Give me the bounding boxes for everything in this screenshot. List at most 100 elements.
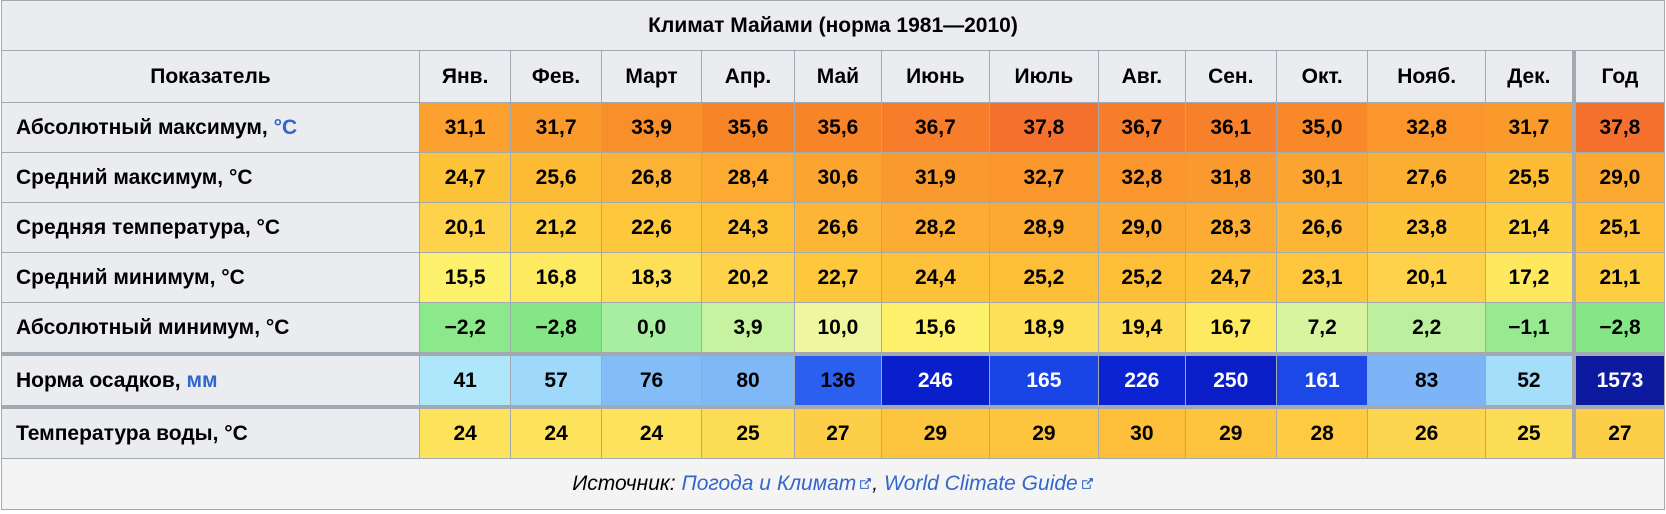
data-cell: 24,7: [418, 152, 512, 203]
data-cell: 80: [701, 353, 795, 409]
data-cell: 28,2: [881, 202, 990, 253]
row-label: Температура воды, °C: [1, 406, 420, 459]
data-cell: 31,7: [1484, 102, 1575, 153]
data-cell: 28,3: [1184, 202, 1277, 253]
source-link[interactable]: World Climate Guide: [884, 472, 1094, 495]
source-label: Источник:: [572, 472, 676, 495]
column-header: Март: [600, 50, 703, 103]
data-row: Абсолютный минимум, °C −2,2 −2,8 0,0 3,9 10,0…: [1, 302, 1665, 356]
data-cell: 41: [418, 353, 512, 409]
data-cell: 31,8: [1184, 152, 1277, 203]
data-cell: 27: [1571, 406, 1665, 459]
data-cell: 23,1: [1275, 252, 1369, 303]
data-cell: 0,0: [600, 302, 703, 356]
data-cell: 22,7: [793, 252, 883, 303]
data-cell: −2,8: [1571, 302, 1665, 356]
data-cell: 24: [418, 406, 512, 459]
data-cell: 250: [1184, 353, 1277, 409]
source-link[interactable]: Погода и Климат: [681, 472, 872, 495]
column-header: Сен.: [1184, 50, 1277, 103]
data-cell: 16,8: [510, 252, 602, 303]
data-cell: 3,9: [701, 302, 795, 356]
unit-link[interactable]: °C: [273, 115, 298, 139]
data-cell: 21,4: [1484, 202, 1575, 253]
data-cell: 24,7: [1184, 252, 1277, 303]
data-cell: 24: [600, 406, 703, 459]
data-cell: 27,6: [1367, 152, 1486, 203]
data-cell: 7,2: [1275, 302, 1369, 356]
data-cell: 165: [988, 353, 1100, 409]
data-cell: 37,8: [1571, 102, 1665, 153]
row-label: Норма осадков, мм: [1, 353, 420, 409]
data-cell: 25,2: [1098, 252, 1186, 303]
column-header: Апр.: [701, 50, 795, 103]
data-cell: 15,5: [418, 252, 512, 303]
data-cell: 20,1: [1367, 252, 1486, 303]
data-cell: 24,3: [701, 202, 795, 253]
data-cell: 30,1: [1275, 152, 1369, 203]
data-cell: 25,1: [1571, 202, 1665, 253]
data-row: Средний минимум, °C 15,5 16,8 18,3 20,2 22,7 2…: [1, 252, 1665, 303]
column-header: Окт.: [1275, 50, 1369, 103]
data-cell: 25,2: [988, 252, 1100, 303]
data-cell: 28,4: [701, 152, 795, 203]
row-label-text: Абсолютный минимум, °C: [16, 315, 290, 339]
data-row: Средний максимум, °C 24,7 25,6 26,8 28,4 30,6…: [1, 152, 1665, 203]
data-cell: 27: [793, 406, 883, 459]
data-cell: 18,9: [988, 302, 1100, 356]
data-cell: 28,9: [988, 202, 1100, 253]
data-cell: 23,8: [1367, 202, 1486, 253]
table-body: Абсолютный максимум, °C 31,1 31,7 33,9 35,6 3…: [1, 102, 1665, 459]
data-cell: 136: [793, 353, 883, 409]
unit-link[interactable]: мм: [186, 368, 218, 392]
data-cell: 2,2: [1367, 302, 1486, 356]
data-row: Норма осадков, мм 41 57 76 80 136 246 165 226 250…: [1, 353, 1665, 409]
data-cell: 36,1: [1184, 102, 1277, 153]
data-cell: 35,6: [793, 102, 883, 153]
data-cell: 29,0: [1571, 152, 1665, 203]
data-cell: 21,1: [1571, 252, 1665, 303]
data-row: Средняя температура, °C 20,1 21,2 22,6 24,3 2…: [1, 202, 1665, 253]
row-label-text: Температура воды, °C: [16, 421, 248, 445]
data-cell: 20,2: [701, 252, 795, 303]
data-cell: 10,0: [793, 302, 883, 356]
column-header: Янв.: [418, 50, 512, 103]
data-cell: 1573: [1571, 353, 1665, 409]
row-label: Абсолютный минимум, °C: [1, 302, 420, 356]
data-row: Абсолютный максимум, °C 31,1 31,7 33,9 35,6 3…: [1, 102, 1665, 153]
data-cell: 18,3: [600, 252, 703, 303]
data-cell: 29: [881, 406, 990, 459]
data-cell: 31,1: [418, 102, 512, 153]
data-cell: 25: [1484, 406, 1575, 459]
data-cell: 36,7: [1098, 102, 1186, 153]
data-cell: 20,1: [418, 202, 512, 253]
row-label: Средний максимум, °C: [1, 152, 420, 203]
data-cell: 30,6: [793, 152, 883, 203]
data-cell: 52: [1484, 353, 1575, 409]
data-cell: 29,0: [1098, 202, 1186, 253]
column-header: Год: [1571, 50, 1665, 103]
row-label-text: Норма осадков,: [16, 368, 181, 392]
data-cell: 17,2: [1484, 252, 1575, 303]
data-cell: 36,7: [881, 102, 990, 153]
row-label-text: Средняя температура, °C: [16, 215, 281, 239]
data-row: Температура воды, °C 24 24 24 25 27 29 29 30 29 28…: [1, 406, 1665, 459]
data-cell: 21,2: [510, 202, 602, 253]
data-cell: 28: [1275, 406, 1369, 459]
data-cell: −2,2: [418, 302, 512, 356]
column-header: Июль: [988, 50, 1100, 103]
data-cell: 25,5: [1484, 152, 1575, 203]
data-cell: 16,7: [1184, 302, 1277, 356]
column-header: Дек.: [1484, 50, 1575, 103]
column-header: Май: [793, 50, 883, 103]
data-cell: 26,8: [600, 152, 703, 203]
data-cell: 29: [1184, 406, 1277, 459]
column-header: Июнь: [881, 50, 990, 103]
data-cell: 25,6: [510, 152, 602, 203]
data-cell: 25: [701, 406, 795, 459]
data-cell: 57: [510, 353, 602, 409]
column-header: Фев.: [510, 50, 602, 103]
source-cell: Источник: Погода и Климат, World Climate…: [1, 458, 1665, 510]
data-cell: 26: [1367, 406, 1486, 459]
